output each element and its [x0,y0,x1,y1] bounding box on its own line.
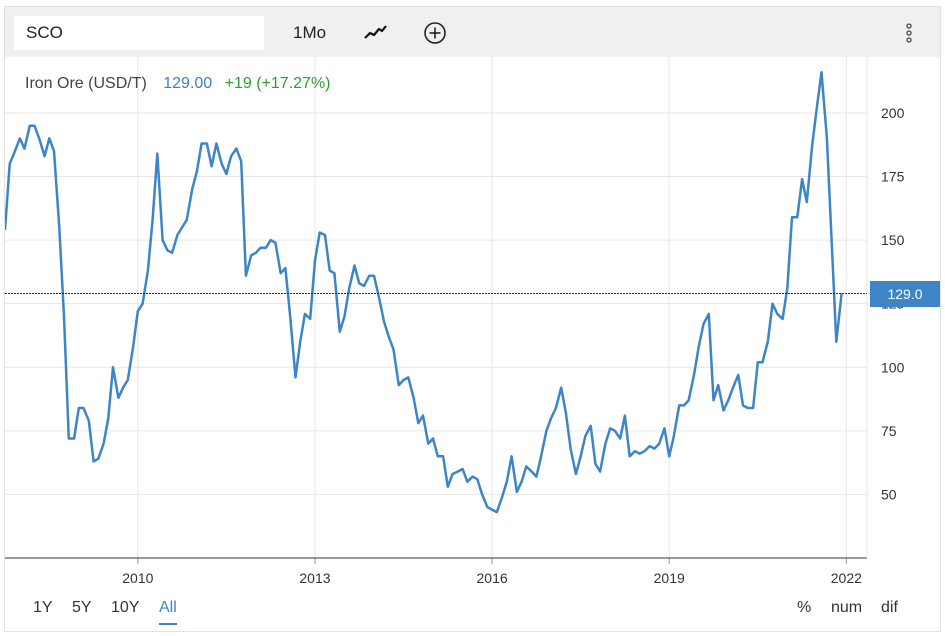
range-button-10y[interactable]: 10Y [111,599,140,616]
range-button-5y[interactable]: 5Y [72,599,92,616]
instrument-info: Iron Ore (USD/T) 129.00 +19 (+17.27%) [25,75,331,93]
bottom-bar: 1Y 5Y 10Y All % num dif [5,591,940,631]
plus-circle-icon[interactable] [422,20,448,46]
x-tick-label: 2010 [122,570,153,586]
mode-button-num[interactable]: num [831,599,863,616]
chart-area[interactable]: 5075100125150175200 20102013201620192022… [5,57,940,617]
y-tick-label: 200 [881,105,905,121]
y-tick-label: 50 [881,486,897,502]
vertical-ellipsis-icon[interactable] [904,20,914,46]
y-tick-label: 75 [881,423,897,439]
current-value-label: 129.0 [870,280,940,307]
x-tick-label: 2019 [654,570,685,586]
y-tick-label: 150 [881,232,905,248]
period-button[interactable]: 1Mo [293,23,327,42]
y-tick-label: 100 [881,359,905,375]
chart-toolbar: 1Mo [5,7,940,57]
range-button-all[interactable]: All [159,599,177,625]
instrument-change: +19 (+17.27%) [224,75,331,92]
x-tick-label: 2013 [299,570,330,586]
chart-widget: 1Mo 5075100125150175200 2010201320162019… [4,6,941,632]
symbol-input[interactable] [14,16,264,50]
instrument-price: 129.00 [163,75,213,92]
price-line [5,71,843,514]
mode-button-dif[interactable]: dif [881,599,898,616]
line-chart-icon[interactable] [362,20,388,46]
mode-button-percent[interactable]: % [797,599,812,616]
y-tick-label: 175 [881,169,905,185]
x-tick-label: 2016 [477,570,508,586]
x-tick-label: 2022 [831,570,862,586]
range-button-1y[interactable]: 1Y [33,599,53,616]
instrument-name: Iron Ore (USD/T) [25,75,147,92]
